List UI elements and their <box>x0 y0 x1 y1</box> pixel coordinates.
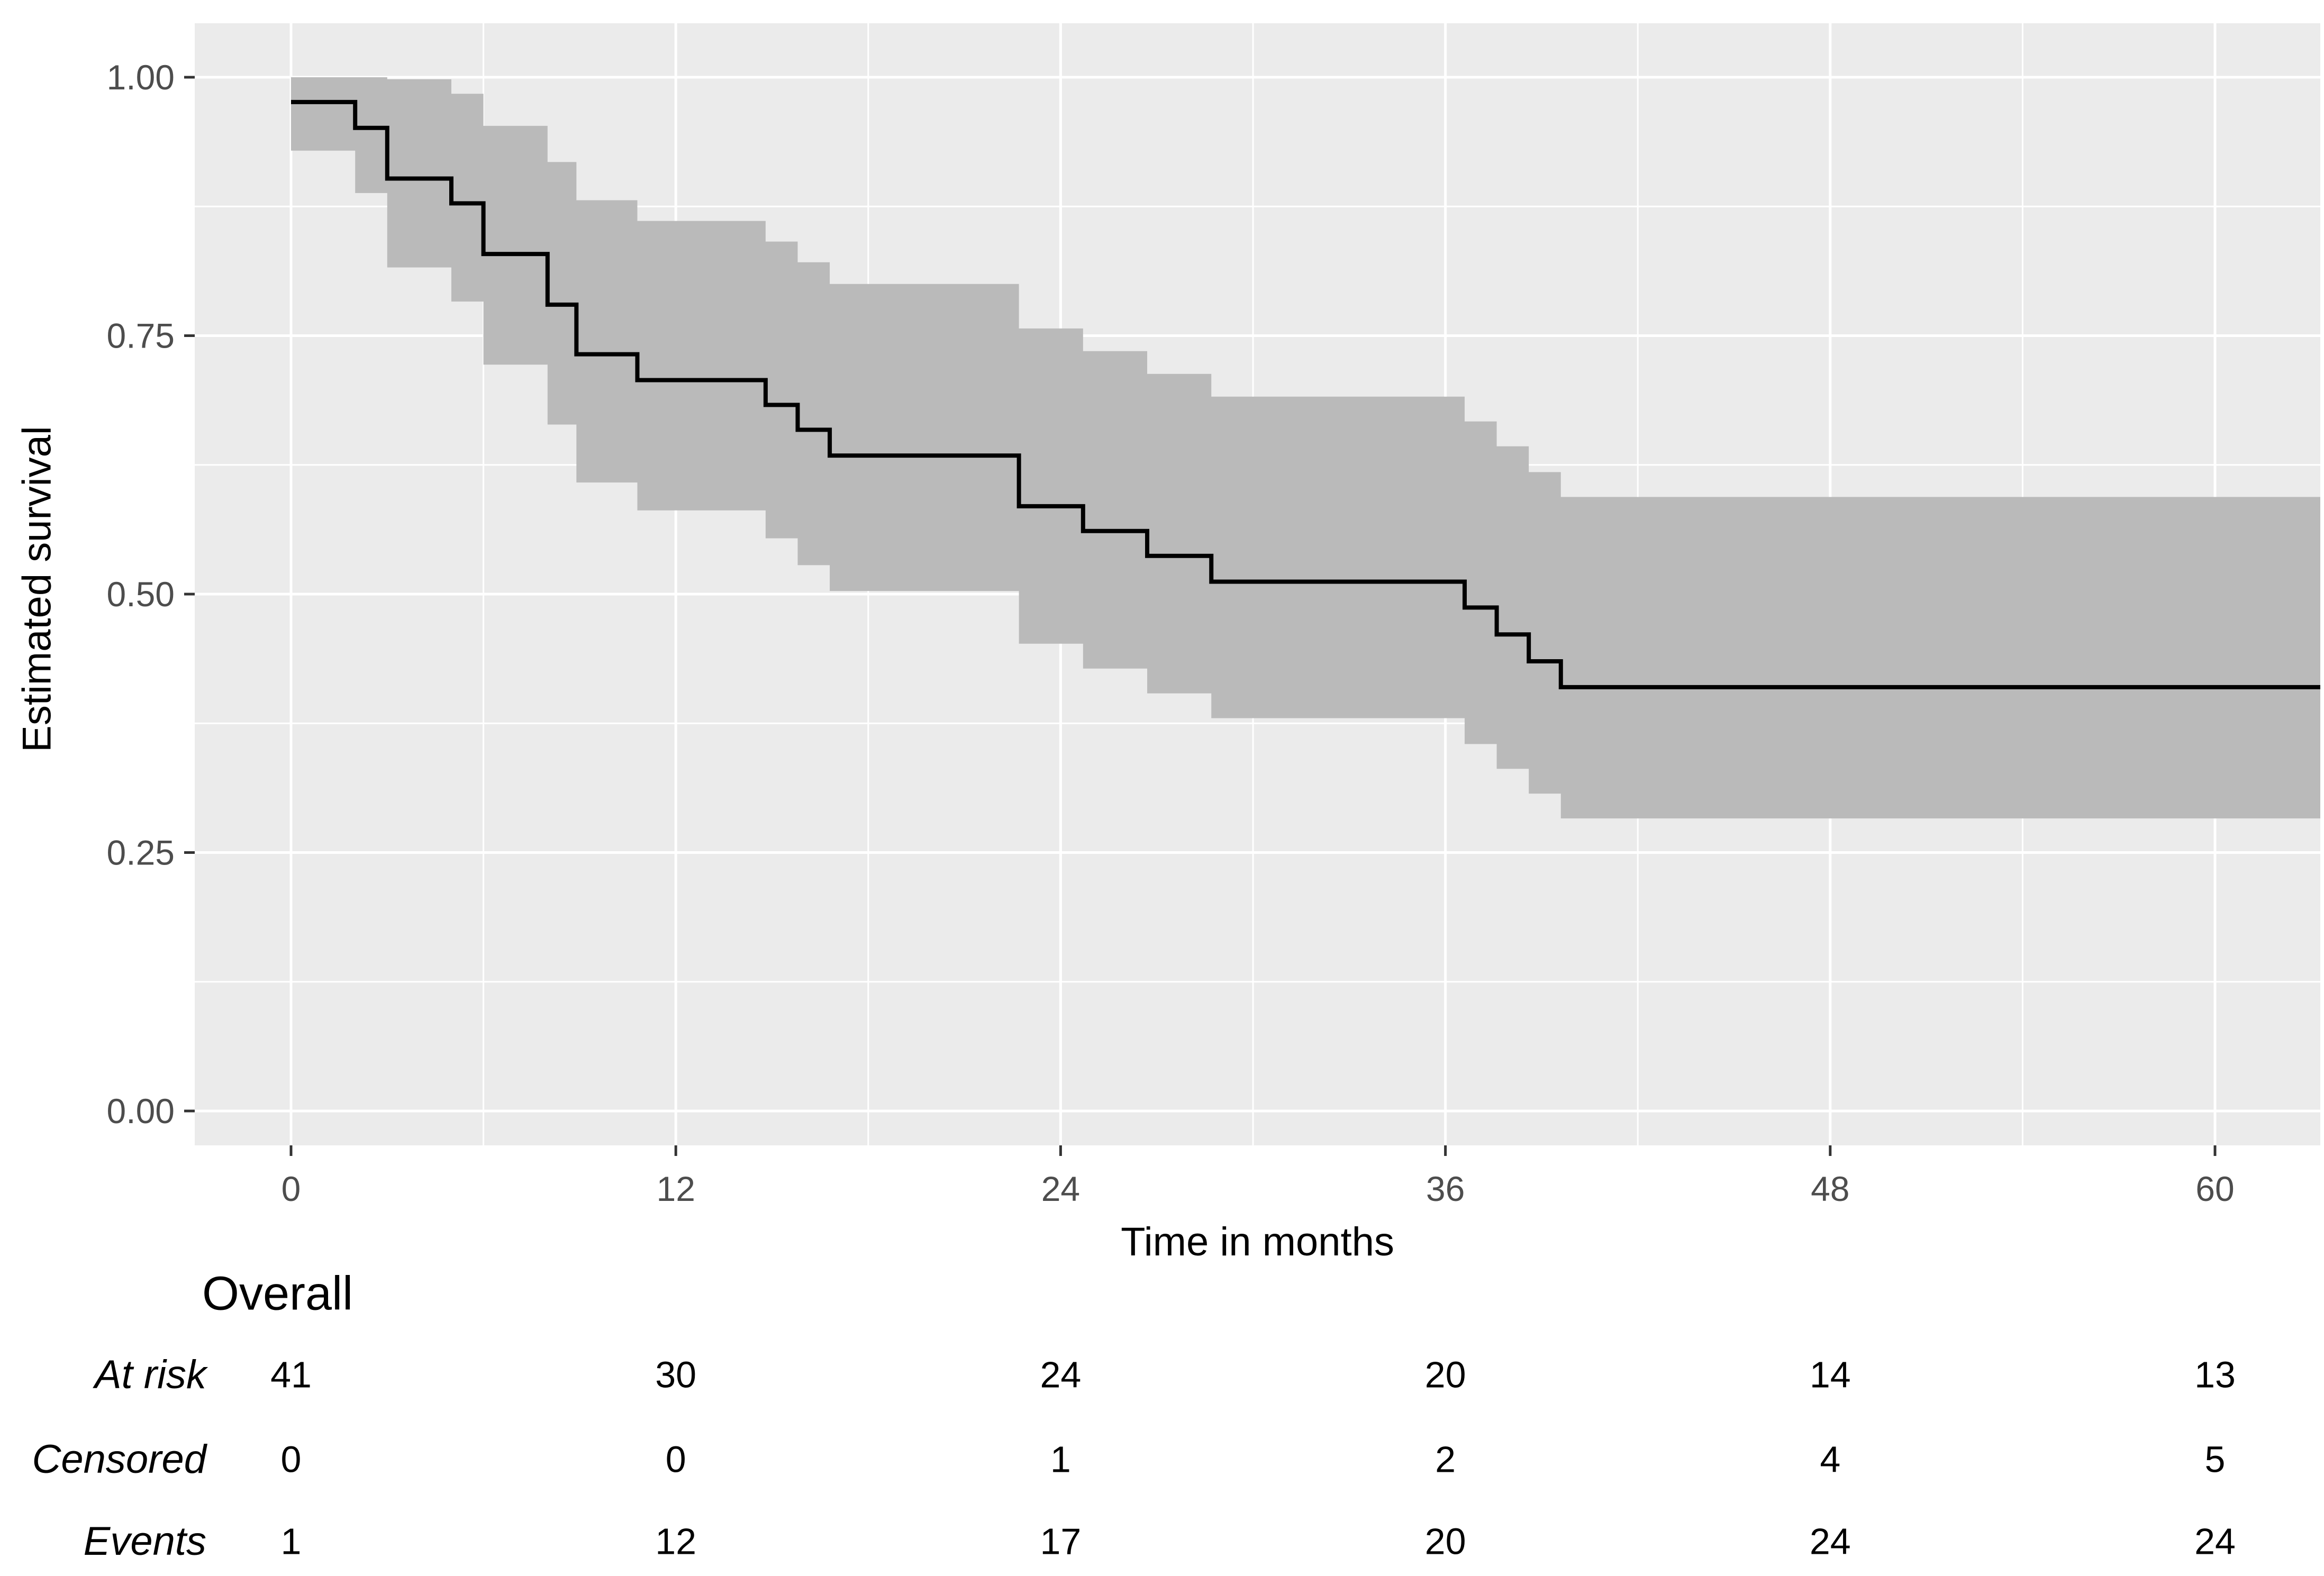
risk-table-value: 12 <box>655 1520 697 1562</box>
risk-table-row-label-at-risk: At risk <box>94 1352 206 1397</box>
risk-table-row-label-censored: Censored <box>32 1436 206 1482</box>
risk-table-value: 24 <box>1040 1354 1082 1396</box>
risk-table-value: 13 <box>2194 1354 2236 1396</box>
y-tick-label: 0.50 <box>107 575 175 614</box>
risk-table-value: 4 <box>1820 1438 1841 1480</box>
y-tick-label: 0.25 <box>107 833 175 872</box>
risk-table-value: 24 <box>2194 1520 2236 1562</box>
risk-table-value: 2 <box>1435 1438 1456 1480</box>
risk-table-value: 0 <box>665 1438 686 1480</box>
confidence-interval-ribbon <box>291 77 2320 819</box>
x-tick-label: 48 <box>1811 1169 1849 1208</box>
risk-table-value: 5 <box>2204 1438 2226 1480</box>
x-tick-label: 24 <box>1041 1169 1080 1208</box>
y-tick-label: 0.00 <box>107 1091 175 1131</box>
risk-table-value: 41 <box>270 1354 312 1396</box>
risk-table-value: 1 <box>1050 1438 1071 1480</box>
risk-table-value: 30 <box>655 1354 697 1396</box>
risk-table-value: 14 <box>1809 1354 1851 1396</box>
x-axis-title: Time in months <box>1121 1219 1394 1264</box>
x-tick-label: 60 <box>2195 1169 2234 1208</box>
survival-step-line <box>291 99 2320 689</box>
risk-table-value: 20 <box>1424 1354 1466 1396</box>
risk-table-value: 0 <box>280 1438 302 1480</box>
y-tick-label: 1.00 <box>107 58 175 97</box>
x-tick-label: 0 <box>282 1169 301 1208</box>
x-tick-label: 12 <box>656 1169 695 1208</box>
y-axis-title: Estimated survival <box>14 426 60 752</box>
risk-table-group-label: Overall <box>202 1267 353 1320</box>
risk-table-value: 1 <box>280 1520 302 1562</box>
x-tick-label: 36 <box>1426 1169 1465 1208</box>
y-tick-label: 0.75 <box>107 316 175 356</box>
risk-table-row-label-events: Events <box>83 1518 206 1564</box>
risk-table-value: 24 <box>1809 1520 1851 1562</box>
risk-table-value: 17 <box>1040 1520 1082 1562</box>
risk-table-value: 20 <box>1424 1520 1466 1562</box>
